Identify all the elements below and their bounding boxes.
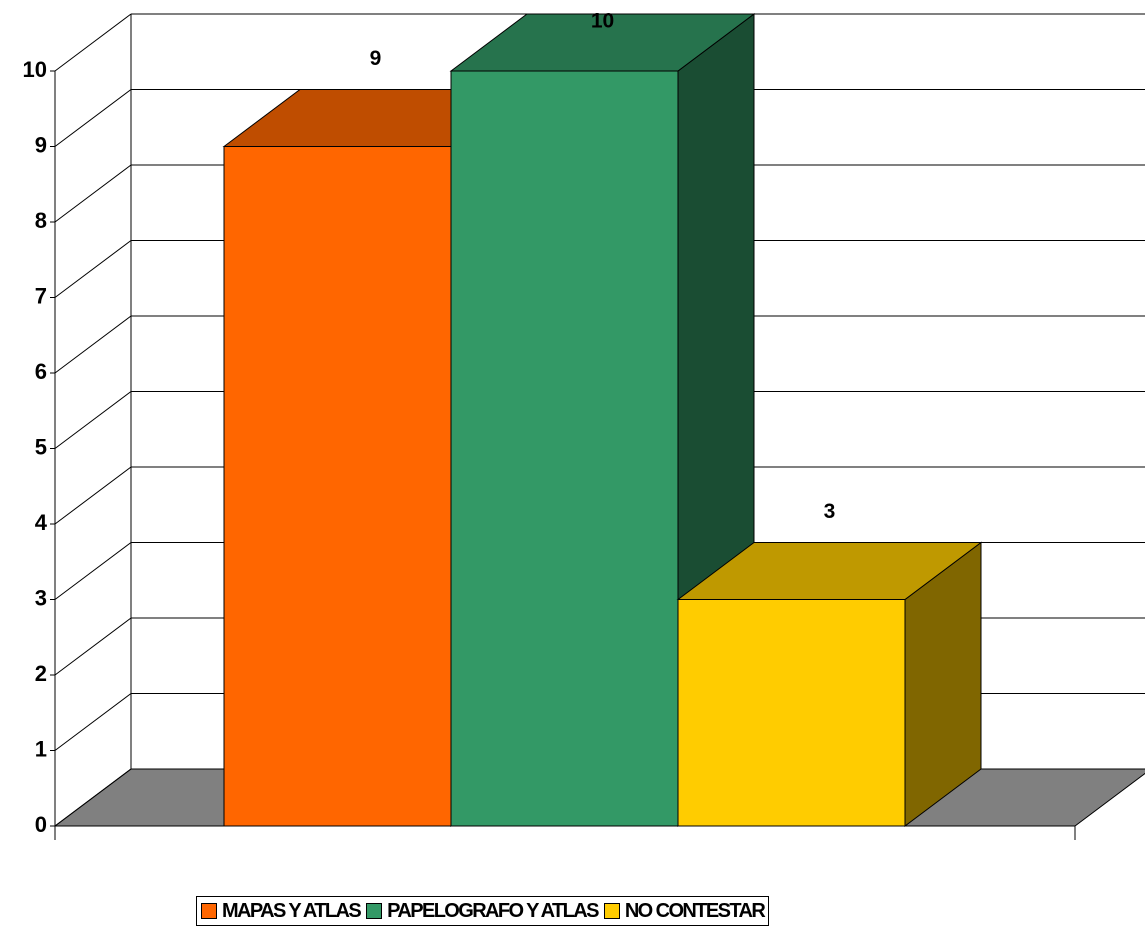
- side-wall-line: [54, 315, 132, 374]
- data-label: 10: [591, 10, 614, 33]
- legend-label: MAPAS Y ATLAS: [222, 899, 362, 922]
- legend-swatch: [366, 903, 383, 919]
- side-wall-line: [54, 89, 132, 147]
- legend-swatch: [201, 903, 217, 919]
- bar: [677, 599, 906, 827]
- side-wall-line: [54, 768, 132, 827]
- legend: MAPAS Y ATLAS PAPELOGRAFO Y ATLAS NO CONTE…: [196, 896, 770, 926]
- y-tick-label: 4: [35, 510, 48, 535]
- y-tick-label: 5: [35, 434, 47, 459]
- y-tick-label: 6: [35, 359, 47, 384]
- side-wall-line: [54, 13, 132, 72]
- side-wall-line: [54, 617, 132, 676]
- chart: 0 1 2 3 4 5 6 7 8 9 10 9 10 3: [23, 10, 1145, 840]
- legend-swatch: [603, 903, 620, 919]
- legend-item: PAPELOGRAFO Y ATLAS: [366, 899, 599, 923]
- y-tick-label: 0: [35, 812, 47, 837]
- data-label: 9: [370, 47, 382, 70]
- legend-label: NO CONTESTAR: [624, 899, 766, 922]
- data-label: 3: [824, 500, 836, 523]
- side-wall-line: [54, 542, 132, 600]
- legend-item: MAPAS Y ATLAS: [201, 899, 362, 923]
- bar: [450, 70, 679, 827]
- side-wall-line: [54, 693, 132, 751]
- y-tick-label: 9: [35, 132, 47, 157]
- legend-label: PAPELOGRAFO Y ATLAS: [387, 899, 599, 922]
- y-tick-label: 7: [35, 283, 47, 308]
- legend-item: NO CONTESTAR: [603, 899, 766, 923]
- side-wall-line: [54, 391, 132, 449]
- y-tick-label: 2: [35, 661, 47, 686]
- y-tick-label: 3: [35, 585, 47, 610]
- y-tick-label: 8: [35, 208, 47, 233]
- y-tick-label: 10: [23, 57, 47, 82]
- y-tick-label: 1: [35, 736, 47, 761]
- side-wall-line: [54, 466, 132, 525]
- side-wall-line: [54, 240, 132, 298]
- side-wall-line: [54, 164, 132, 223]
- bar: [223, 146, 452, 827]
